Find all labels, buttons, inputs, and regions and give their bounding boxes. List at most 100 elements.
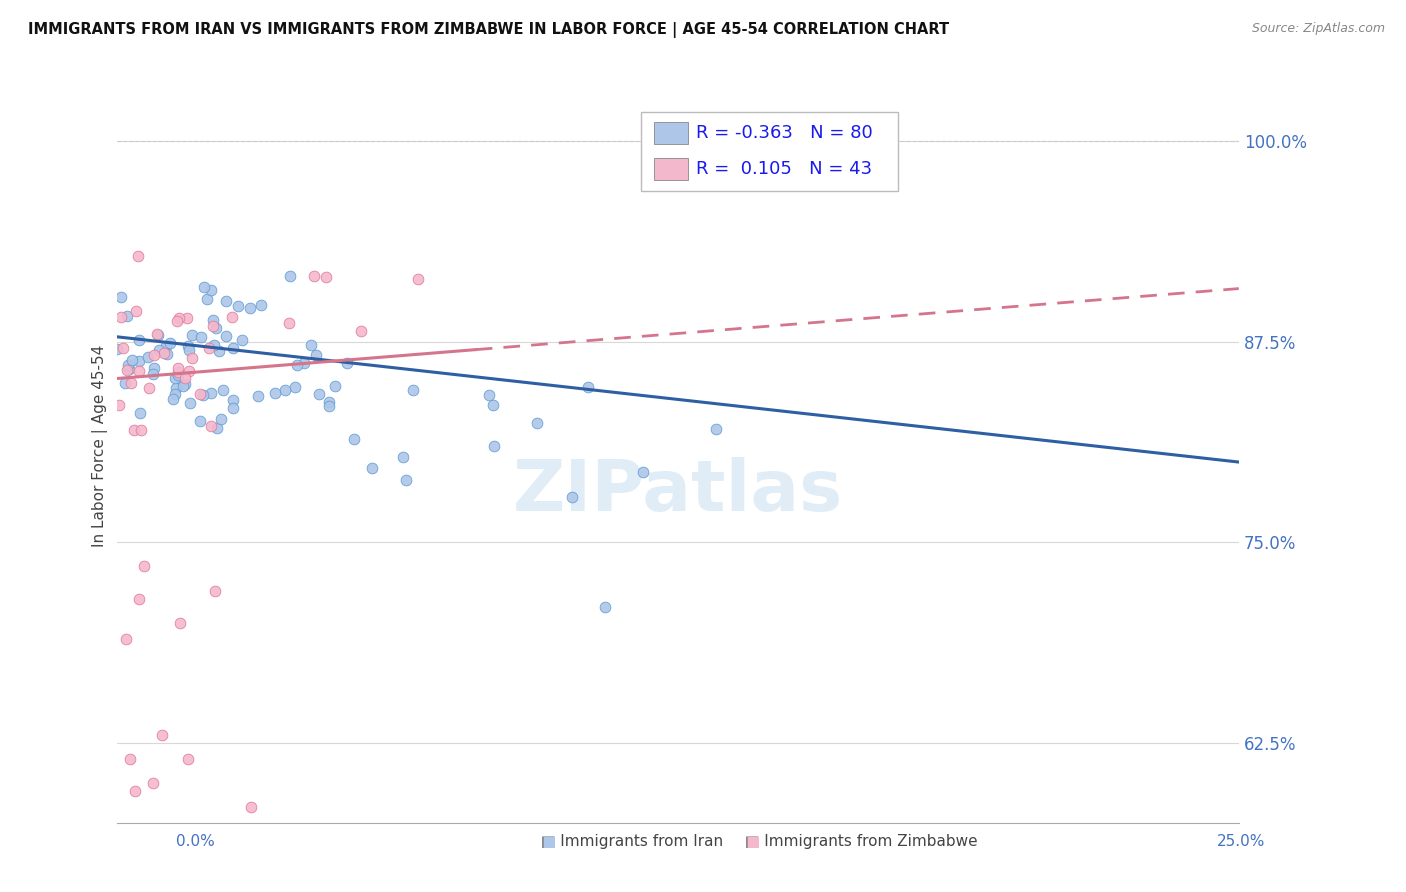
Point [177,364,200,378]
Point [704,422,727,436]
Point [150,728,173,742]
Text: Source: ZipAtlas.com: Source: ZipAtlas.com [1251,22,1385,36]
Point [193,280,215,294]
Point [142,776,165,790]
Point [595,599,617,614]
Point [110,310,132,325]
Point [239,301,262,315]
Text: R = -0.363   N = 80: R = -0.363 N = 80 [696,124,873,142]
Point [197,341,219,355]
Point [204,321,226,335]
Point [174,376,197,391]
Point [391,450,413,464]
Text: ■: ■ [541,834,555,849]
Point [195,292,218,306]
Point [166,360,188,375]
Point [336,356,359,370]
Point [180,351,202,366]
Point [142,368,165,382]
Point [231,334,253,348]
Point [146,328,169,343]
Point [274,383,297,397]
Point [202,318,225,333]
Point [128,364,150,378]
Point [222,392,245,407]
Point [166,365,188,379]
Point [215,294,238,309]
Point [120,376,142,390]
Point [152,346,174,360]
Point [120,752,142,766]
Point [179,343,201,358]
Point [132,559,155,574]
Point [148,343,170,358]
Point [246,389,269,403]
Point [159,335,181,350]
Point [121,352,143,367]
Point [211,383,233,397]
Point [143,361,166,376]
Point [181,327,204,342]
Point [200,386,222,401]
Point [191,388,214,402]
Point [305,348,328,362]
Point [323,378,346,392]
Point [177,752,200,766]
Point [118,362,141,376]
Point [395,473,418,487]
Point [172,379,194,393]
Point [526,417,548,431]
Text: 0.0%: 0.0% [176,834,215,849]
Point [278,316,301,330]
Point [200,419,222,434]
Point [114,376,136,391]
Point [222,401,245,415]
Point [318,400,340,414]
Point [166,314,188,328]
Point [108,398,131,412]
Point [146,327,169,342]
Point [221,310,243,325]
Text: ZIPatlas: ZIPatlas [513,457,842,525]
Point [128,591,150,606]
Point [138,381,160,395]
Point [631,466,654,480]
Point [478,388,501,402]
Point [222,341,245,355]
Point [406,271,429,285]
Point [162,392,184,406]
Point [302,269,325,284]
Point [292,356,315,370]
Point [482,398,505,412]
Point [402,383,425,397]
Point [169,615,191,630]
Text: R =  0.105   N = 43: R = 0.105 N = 43 [696,160,873,178]
Point [315,270,337,285]
Point [214,328,236,343]
Point [188,414,211,428]
Point [240,800,263,814]
Point [163,387,186,401]
Point [167,310,190,325]
Point [190,330,212,344]
Point [202,312,225,326]
Text: ■ Immigrants from Iran: ■ Immigrants from Iran [541,834,724,849]
Point [361,461,384,475]
Point [250,298,273,312]
Point [576,379,599,393]
Point [176,311,198,326]
Point [136,351,159,365]
Text: ■ Immigrants from Zimbabwe: ■ Immigrants from Zimbabwe [745,834,977,849]
Point [190,386,212,401]
Point [308,386,330,401]
Point [179,396,201,410]
Point [209,411,232,425]
Point [124,423,146,437]
Point [155,339,177,353]
Point [561,490,583,504]
Point [128,406,150,420]
Point [484,439,506,453]
Point [124,784,146,798]
Point [112,341,135,355]
Point [299,338,322,352]
